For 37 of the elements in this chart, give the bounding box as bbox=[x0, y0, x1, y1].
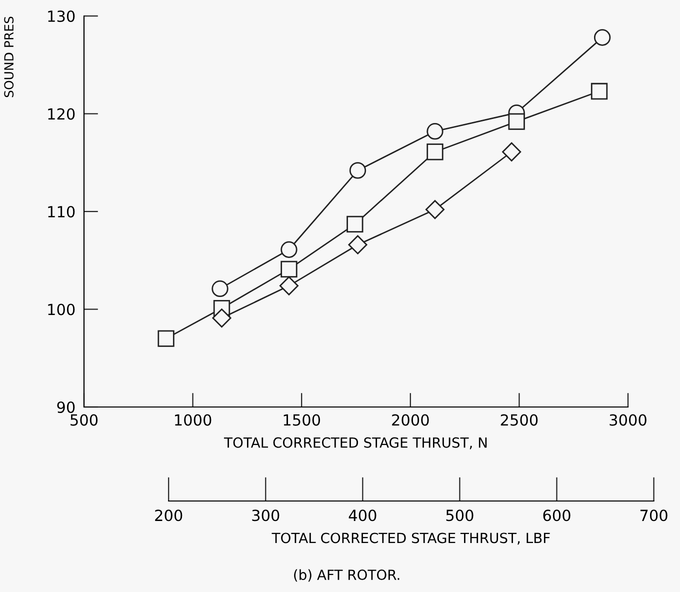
x2-tick-label: 500 bbox=[446, 510, 474, 522]
y-tick-label: 130 bbox=[48, 10, 75, 22]
x-axis-title: TOTAL CORRECTED STAGE THRUST, N bbox=[224, 437, 487, 450]
y-axis-title: SOUND PRES bbox=[4, 16, 14, 98]
x-tick-label: 3000 bbox=[610, 414, 646, 426]
x-tick-label: 1000 bbox=[175, 414, 212, 426]
y-tick-label: 110 bbox=[48, 206, 75, 218]
point bbox=[212, 308, 232, 328]
text: (b) AFT ROTOR. bbox=[294, 569, 400, 582]
point bbox=[502, 142, 522, 162]
x2-tick-label: 200 bbox=[155, 510, 182, 522]
x2-tick-label: 300 bbox=[252, 510, 280, 522]
point bbox=[590, 82, 608, 100]
point bbox=[426, 123, 444, 140]
x2-axis-title: TOTAL CORRECTED STAGE THRUST, LBF bbox=[272, 532, 550, 545]
point bbox=[426, 144, 444, 160]
point bbox=[346, 216, 364, 233]
point bbox=[348, 235, 368, 254]
x-tick-label: 500 bbox=[70, 414, 98, 426]
point bbox=[158, 330, 174, 347]
x2-tick-label: 600 bbox=[543, 510, 570, 522]
y-tick-label: 100 bbox=[48, 304, 75, 316]
x2-tick-label: 700 bbox=[640, 510, 668, 522]
point bbox=[594, 29, 611, 46]
x-tick-label: 1500 bbox=[284, 414, 320, 426]
point bbox=[508, 113, 525, 130]
x2-tick-label: 400 bbox=[348, 510, 376, 522]
point bbox=[280, 260, 298, 278]
point bbox=[425, 200, 445, 220]
point bbox=[280, 241, 298, 258]
point bbox=[349, 162, 366, 179]
y-tick-label: 90 bbox=[57, 401, 75, 414]
x-tick-label: 2000 bbox=[392, 414, 429, 426]
point bbox=[212, 280, 228, 298]
y-tick-label: 120 bbox=[48, 108, 75, 120]
point bbox=[279, 276, 299, 296]
x-tick-label: 2500 bbox=[500, 414, 538, 426]
